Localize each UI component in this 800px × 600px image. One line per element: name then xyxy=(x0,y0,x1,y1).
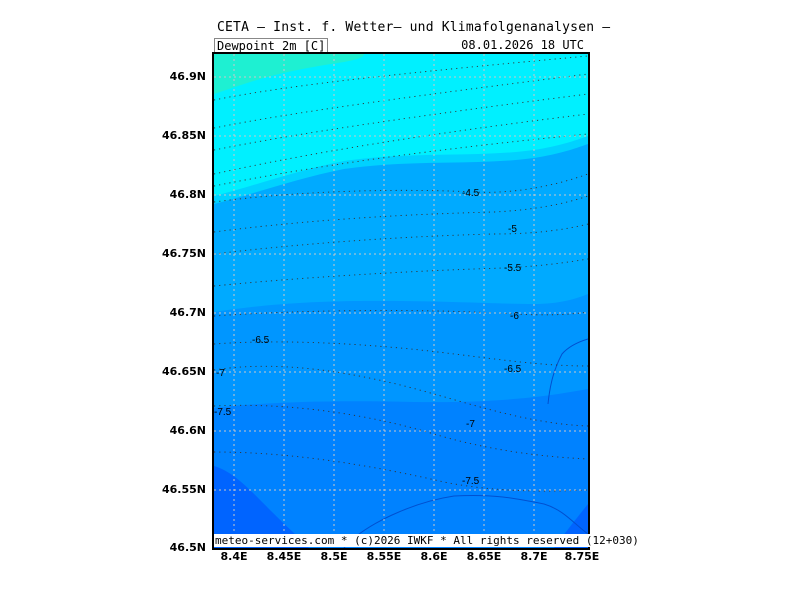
y-tick-label: 46.55N xyxy=(162,483,206,496)
x-tick-label: 8.6E xyxy=(420,550,448,563)
contour-label: -6.5 xyxy=(252,335,270,346)
x-tick-label: 8.4E xyxy=(220,550,248,563)
contour-line xyxy=(547,338,588,405)
band-top xyxy=(214,54,364,94)
y-tick-label: 46.75N xyxy=(162,247,206,260)
x-tick-label: 8.45E xyxy=(266,550,302,563)
y-tick-label: 46.6N xyxy=(169,424,206,437)
y-tick-label: 46.5N xyxy=(169,541,206,554)
contour-label: -7 xyxy=(216,368,225,379)
y-tick-label: 46.85N xyxy=(162,129,206,142)
contour-label: -6 xyxy=(510,311,519,322)
map-panel[interactable]: -4.5 -5 -5.5 -6 -6.5 -6.5 -7 -7 -7.5 -7.… xyxy=(212,52,590,550)
y-tick-label: 46.9N xyxy=(169,70,206,83)
contour-label: -5 xyxy=(508,224,517,235)
contour-line xyxy=(343,494,588,548)
contour-label: -7 xyxy=(466,419,475,430)
variable-label: Dewpoint 2m [C] xyxy=(214,38,329,53)
dewpoint-map: -4.5 -5 -5.5 -6 -6.5 -6.5 -7 -7 -7.5 -7.… xyxy=(214,54,588,548)
x-tick-label: 8.7E xyxy=(520,550,548,563)
band-6 xyxy=(214,389,588,548)
y-tick-label: 46.7N xyxy=(169,306,206,319)
contour-label: -7.5 xyxy=(462,476,480,487)
map-title: CETA — Inst. f. Wetter— und Klimafolgena… xyxy=(217,20,611,35)
y-tick-label: 46.65N xyxy=(162,365,206,378)
copyright-footer: meteo-services.com * (c)2026 IWKF * All … xyxy=(214,534,640,547)
datetime-label: 08.01.2026 18 UTC xyxy=(459,38,586,52)
contour-label: -6.5 xyxy=(504,364,522,375)
contour-label: -4.5 xyxy=(462,188,480,199)
x-tick-label: 8.75E xyxy=(564,550,600,563)
x-tick-label: 8.65E xyxy=(466,550,502,563)
band-7-left xyxy=(214,466,309,548)
x-tick-label: 8.5E xyxy=(320,550,348,563)
contour-label: -7.5 xyxy=(214,407,232,418)
y-tick-label: 46.8N xyxy=(169,188,206,201)
contour-label: -5.5 xyxy=(504,263,522,274)
x-tick-label: 8.55E xyxy=(366,550,402,563)
